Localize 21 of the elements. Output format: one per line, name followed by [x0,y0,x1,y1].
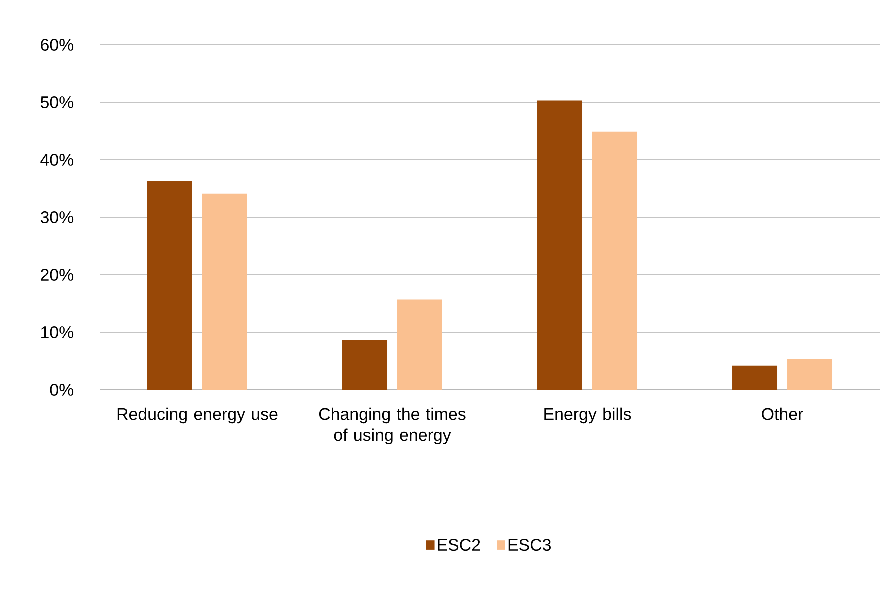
legend-label: ESC2 [438,539,480,552]
y-tick-label: 0% [50,384,74,396]
y-tick-label: 60% [41,39,74,51]
x-tick-label: Other [762,408,804,420]
bar [398,300,443,390]
x-tick-label: Reducing energy use [118,408,278,424]
legend-label: ESC3 [508,539,551,552]
y-tick-label: 50% [40,96,74,108]
y-tick-label: 40% [40,154,74,166]
bar [732,366,778,390]
bar [788,358,833,390]
x-tick-label: Changing the times of using energy [319,408,466,445]
x-tick-label: Energy bills [544,408,632,424]
bar [342,340,388,390]
y-tick-label: 20% [41,269,74,281]
bar [202,194,248,390]
bar [592,132,638,390]
bar [148,181,192,390]
y-tick-label: 10% [42,326,74,338]
y-tick-label: 30% [40,212,74,224]
bar [538,100,583,390]
